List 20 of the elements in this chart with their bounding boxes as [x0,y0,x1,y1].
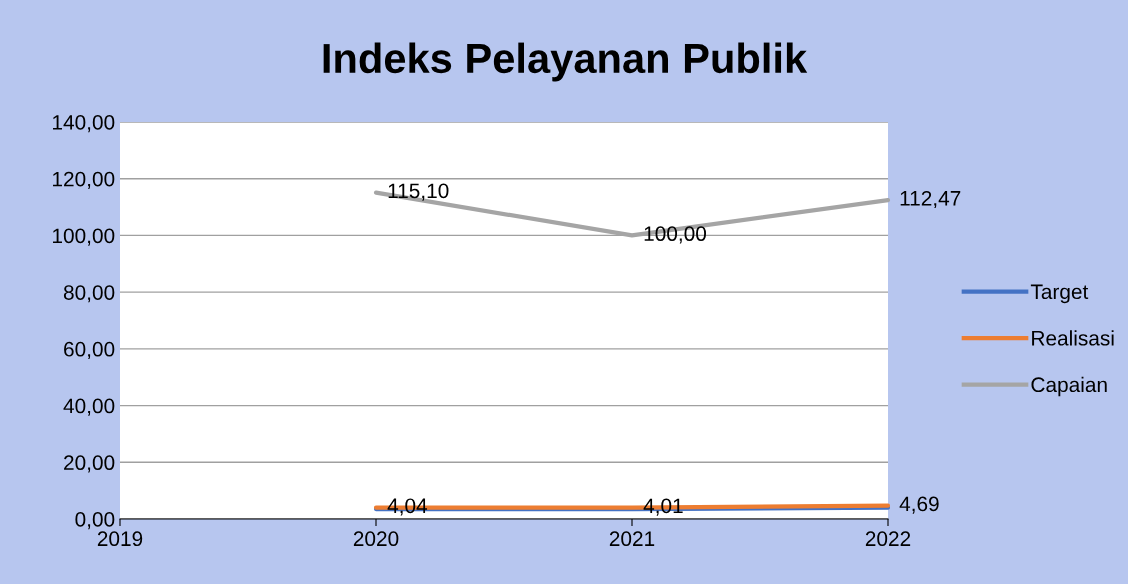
legend-label: Target [1030,284,1089,304]
y-tick-label: 60,00 [64,341,115,360]
x-tick-label: 2021 [609,531,655,547]
x-tick-label: 2022 [865,531,911,547]
data-label: 115,10 [388,183,449,201]
y-tick-label: 20,00 [64,455,115,473]
data-label: 112,47 [900,190,961,209]
y-tick-label: 0,00 [75,512,115,530]
y-tick-label: 140,00 [53,115,115,133]
data-label: 100,00 [644,226,707,244]
chart-title: Indeks Pelayanan Publik [323,42,808,82]
y-tick-label: 120,00 [53,171,115,189]
y-tick-label: 80,00 [63,285,115,303]
legend-label: Capaian [1031,376,1107,397]
y-tick-label: 100,00 [53,228,115,246]
y-tick-label: 40,00 [63,398,115,416]
data-label: 4,69 [899,496,939,514]
x-tick-label: 2020 [353,531,399,547]
x-tick-label: 2019 [97,531,143,547]
legend-label: Realisasi [1032,330,1114,346]
